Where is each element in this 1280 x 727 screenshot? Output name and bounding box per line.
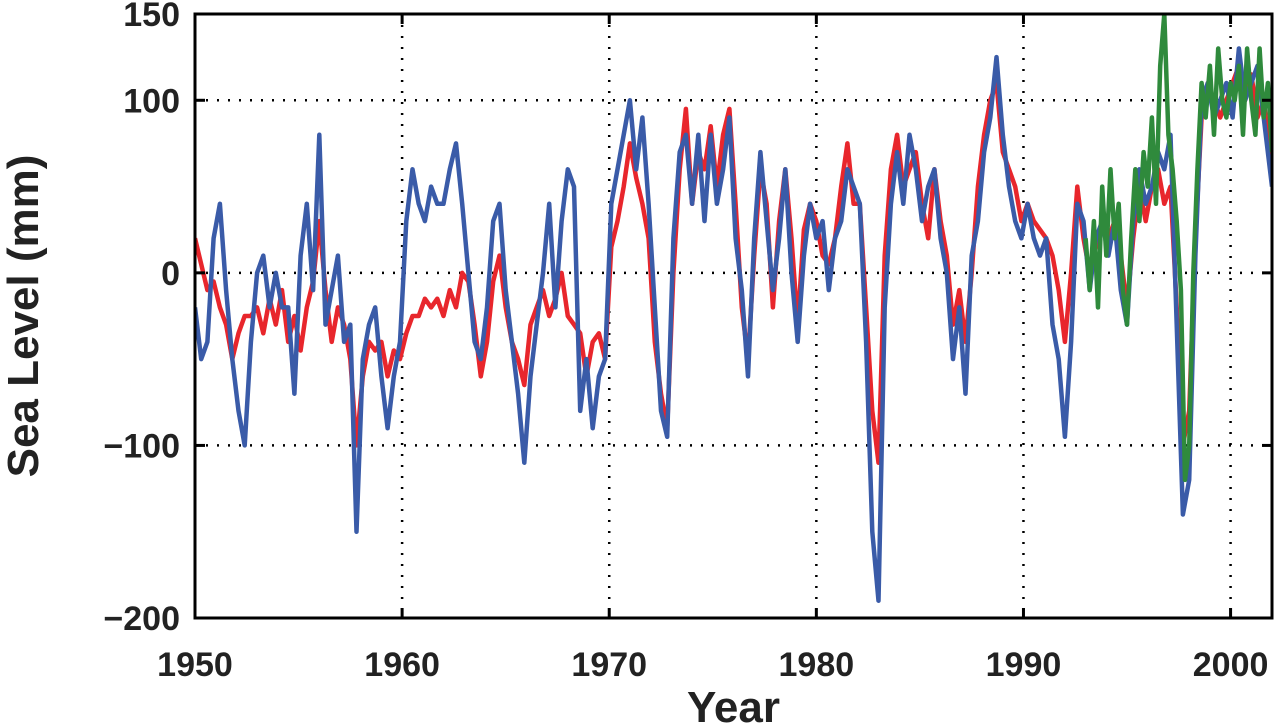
- x-tick-label-1950: 1950: [157, 646, 233, 684]
- x-tick-label-1990: 1990: [986, 646, 1062, 684]
- tick-marks: [193, 12, 1272, 620]
- x-tick-label-1980: 1980: [779, 646, 855, 684]
- y-axis-label: Sea Level (mm): [0, 155, 48, 478]
- series-line-3: [1083, 14, 1272, 483]
- x-tick-label-2000: 2000: [1193, 646, 1269, 684]
- y-tick-label--200: −200: [103, 600, 180, 638]
- y-tick-label--100: −100: [103, 427, 180, 465]
- y-tick-label-150: 150: [123, 0, 180, 34]
- series-line-2: [195, 46, 1272, 603]
- series-line-1: [195, 63, 1272, 465]
- plot-frame: [193, 12, 1274, 620]
- x-tick-label-1960: 1960: [364, 646, 440, 684]
- y-tick-label-0: 0: [161, 255, 180, 293]
- y-tick-label-100: 100: [123, 82, 180, 120]
- x-axis-label: Year: [687, 683, 780, 727]
- x-tick-label-1970: 1970: [571, 646, 647, 684]
- tick-labels: 1950 1960 1970 1980 1990 2000 −200 −100 0 100 150: [103, 0, 1268, 684]
- series-lines: [195, 14, 1272, 603]
